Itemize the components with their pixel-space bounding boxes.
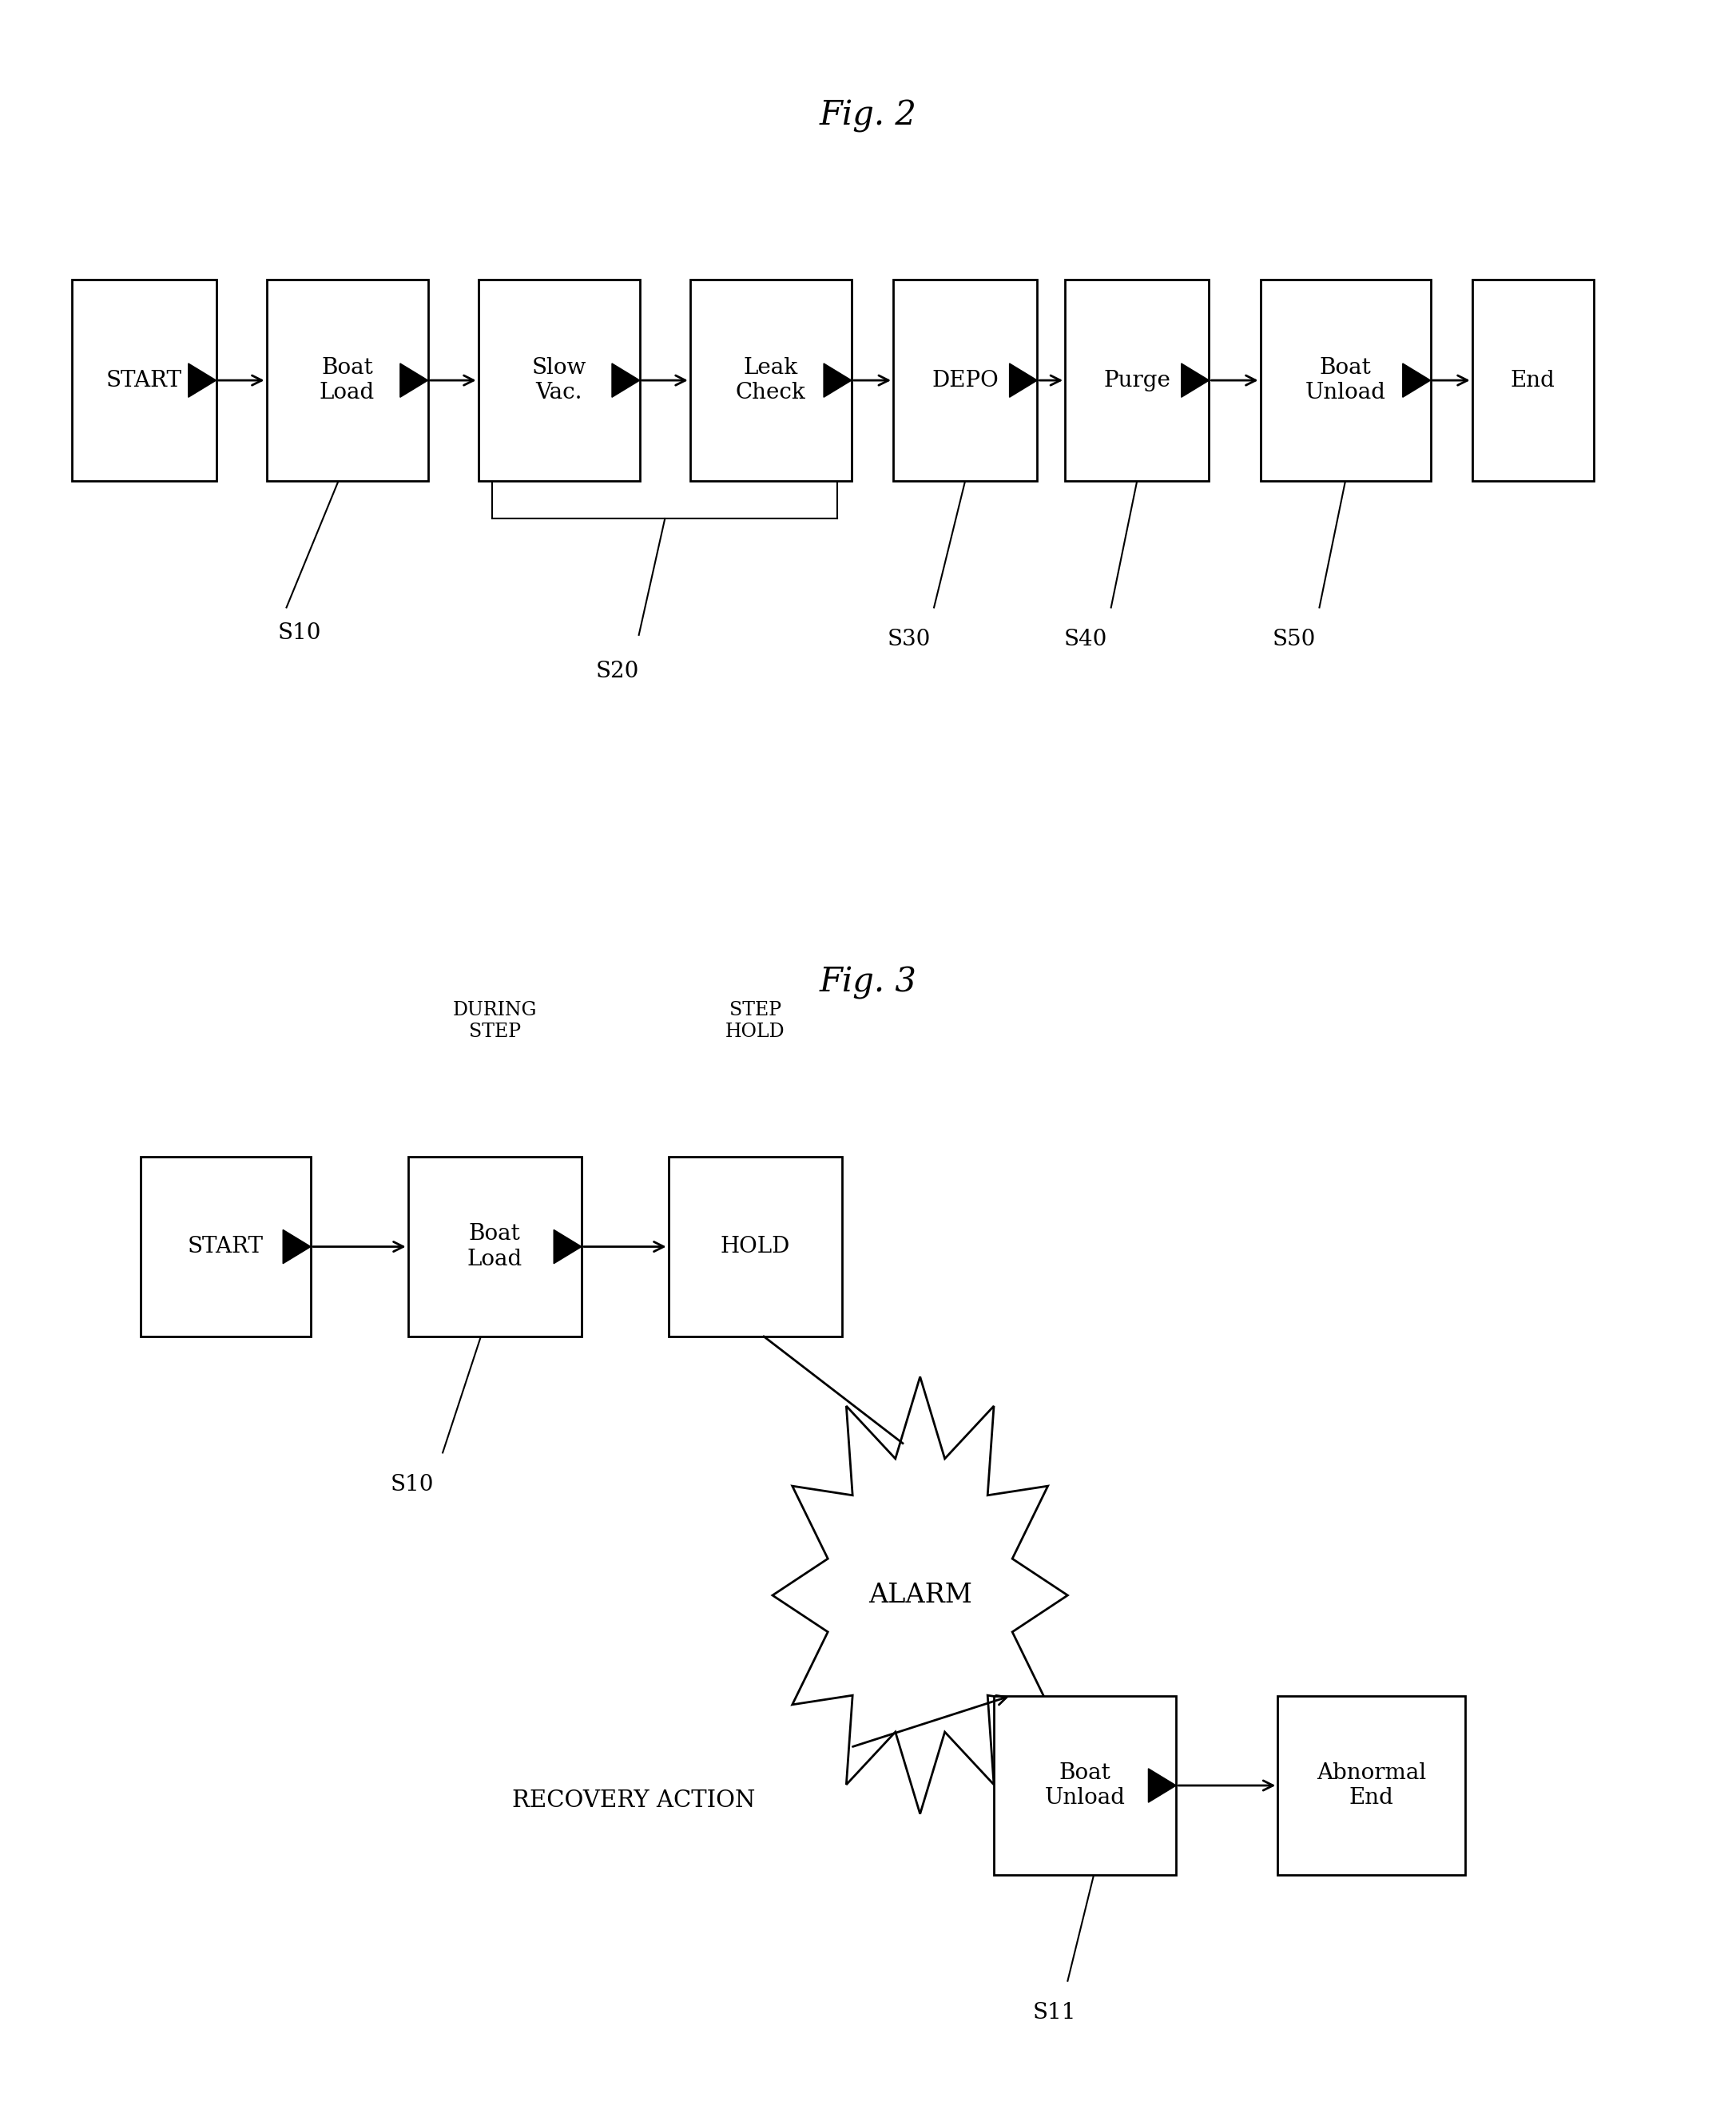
FancyBboxPatch shape [408,1158,582,1335]
Polygon shape [187,363,215,397]
Text: START: START [106,370,182,391]
Text: HOLD: HOLD [720,1236,790,1257]
Text: Slow
Vac.: Slow Vac. [531,357,587,404]
Polygon shape [1180,363,1208,397]
Text: ALARM: ALARM [868,1583,972,1608]
Polygon shape [773,1378,1068,1813]
Polygon shape [823,363,851,397]
Text: Boat
Unload: Boat Unload [1045,1762,1125,1809]
Text: S50: S50 [1272,630,1316,651]
Text: S10: S10 [278,623,321,644]
FancyBboxPatch shape [1472,279,1594,482]
Text: DURING
STEP: DURING STEP [453,1002,536,1042]
Text: STEP
HOLD: STEP HOLD [726,1002,785,1042]
Text: End: End [1510,370,1555,391]
Polygon shape [554,1230,582,1264]
FancyBboxPatch shape [668,1158,842,1335]
FancyBboxPatch shape [691,279,852,482]
FancyBboxPatch shape [993,1695,1177,1876]
Text: S20: S20 [595,661,639,682]
Text: S10: S10 [391,1475,434,1496]
Text: DEPO: DEPO [932,370,998,391]
FancyBboxPatch shape [73,279,215,482]
Polygon shape [399,363,427,397]
Polygon shape [1149,1769,1177,1802]
Text: RECOVERY ACTION: RECOVERY ACTION [512,1790,755,1811]
Polygon shape [611,363,639,397]
FancyBboxPatch shape [479,279,641,482]
Polygon shape [283,1230,311,1264]
Polygon shape [1403,363,1430,397]
Text: Leak
Check: Leak Check [736,357,806,404]
FancyBboxPatch shape [1278,1695,1465,1876]
Text: Abnormal
End: Abnormal End [1316,1762,1427,1809]
Text: START: START [187,1236,264,1257]
Text: Fig. 2: Fig. 2 [819,99,917,133]
Polygon shape [1010,363,1038,397]
Text: Boat
Load: Boat Load [319,357,375,404]
FancyBboxPatch shape [267,279,429,482]
FancyBboxPatch shape [1260,279,1430,482]
Text: S40: S40 [1064,630,1108,651]
FancyBboxPatch shape [1066,279,1208,482]
FancyBboxPatch shape [894,279,1038,482]
Text: S11: S11 [1033,2003,1076,2024]
Text: Boat
Load: Boat Load [467,1223,523,1270]
Text: Fig. 3: Fig. 3 [819,966,917,999]
Text: Purge: Purge [1104,370,1170,391]
FancyBboxPatch shape [141,1158,311,1335]
Text: S30: S30 [887,630,930,651]
Text: Boat
Unload: Boat Unload [1305,357,1385,404]
